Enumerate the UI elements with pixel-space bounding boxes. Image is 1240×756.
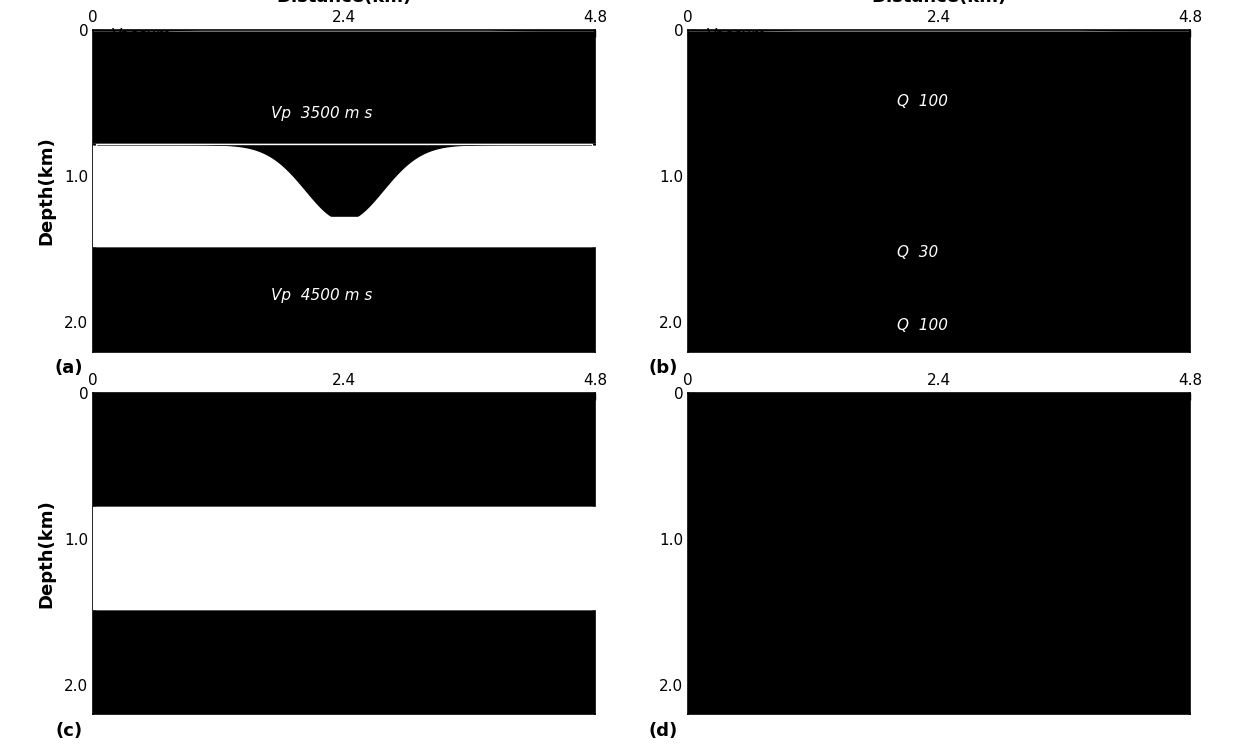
Text: Q  100: Q 100 bbox=[898, 94, 949, 109]
Text: (d): (d) bbox=[649, 722, 678, 740]
Y-axis label: Depth(km): Depth(km) bbox=[37, 137, 56, 245]
Text: (b): (b) bbox=[649, 359, 678, 377]
Text: (a): (a) bbox=[55, 359, 83, 377]
Bar bbox=[97, 507, 591, 609]
Text: Vp  3500 m s: Vp 3500 m s bbox=[270, 106, 372, 121]
Text: Q  30: Q 30 bbox=[898, 245, 939, 259]
X-axis label: Distance(km): Distance(km) bbox=[872, 0, 1007, 6]
Text: Q  100: Q 100 bbox=[898, 318, 949, 333]
Y-axis label: Depth(km): Depth(km) bbox=[37, 500, 56, 608]
Text: Vaccum: Vaccum bbox=[707, 29, 768, 43]
Text: (c): (c) bbox=[56, 722, 83, 740]
Text: Vaccum: Vaccum bbox=[112, 29, 172, 43]
X-axis label: Distance(km): Distance(km) bbox=[277, 0, 412, 6]
Text: Vp=4000 m/s: Vp=4000 m/s bbox=[286, 216, 372, 229]
Bar bbox=[97, 144, 591, 246]
Text: Vp  4500 m s: Vp 4500 m s bbox=[270, 289, 372, 303]
